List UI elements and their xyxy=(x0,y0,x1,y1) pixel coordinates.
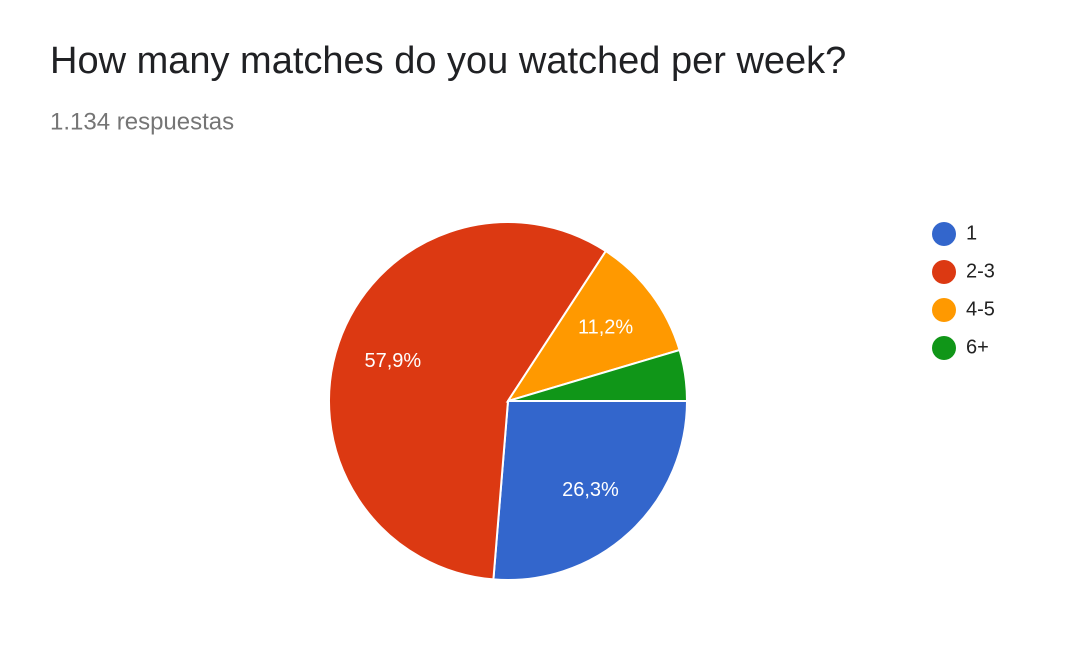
legend-marker xyxy=(932,260,956,284)
legend-marker xyxy=(932,222,956,246)
legend-marker xyxy=(932,298,956,322)
legend-label: 6+ xyxy=(966,336,989,358)
chart-title: How many matches do you watched per week… xyxy=(50,40,846,82)
slice-label: 57,9% xyxy=(364,350,421,372)
slice-label: 11,2% xyxy=(578,317,633,339)
pie-slice xyxy=(492,400,689,581)
pie-slice xyxy=(505,249,681,403)
legend-label: 4-5 xyxy=(966,298,995,320)
chart-subtitle: 1.134 respuestas xyxy=(50,108,234,135)
legend-marker xyxy=(932,336,956,360)
pie-slice xyxy=(328,221,608,581)
legend-label: 1 xyxy=(966,222,977,244)
pie-slice xyxy=(507,348,689,402)
slice-label: 26,3% xyxy=(562,479,619,501)
legend-label: 2-3 xyxy=(966,260,995,282)
